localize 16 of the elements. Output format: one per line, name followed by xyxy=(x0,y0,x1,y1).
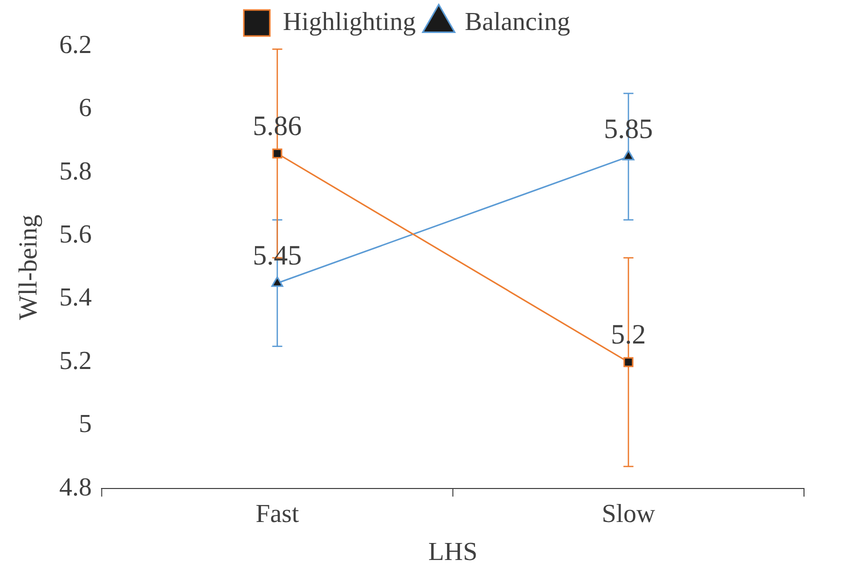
y-tick-label: 6.2 xyxy=(59,30,92,59)
point xyxy=(272,148,282,158)
x-tick-label: Fast xyxy=(256,499,300,528)
legend-label: Highlighting xyxy=(282,6,416,36)
y-tick-label: 6 xyxy=(78,93,92,122)
point xyxy=(623,357,634,368)
y-tick-label: 5.2 xyxy=(59,346,92,375)
y-tick-label: 5 xyxy=(78,409,92,438)
y-tick-label: 5.6 xyxy=(59,220,92,249)
x-tick-label: Slow xyxy=(602,499,656,528)
x-axis-title: LHS xyxy=(428,537,478,566)
y-axis-title: Wll-being xyxy=(13,214,42,320)
y-tick-label: 5.8 xyxy=(59,156,92,186)
y-tick-label: 5.4 xyxy=(59,282,92,312)
y-tick-label: 4.8 xyxy=(59,472,92,502)
legend-label: Balancing xyxy=(464,6,570,36)
